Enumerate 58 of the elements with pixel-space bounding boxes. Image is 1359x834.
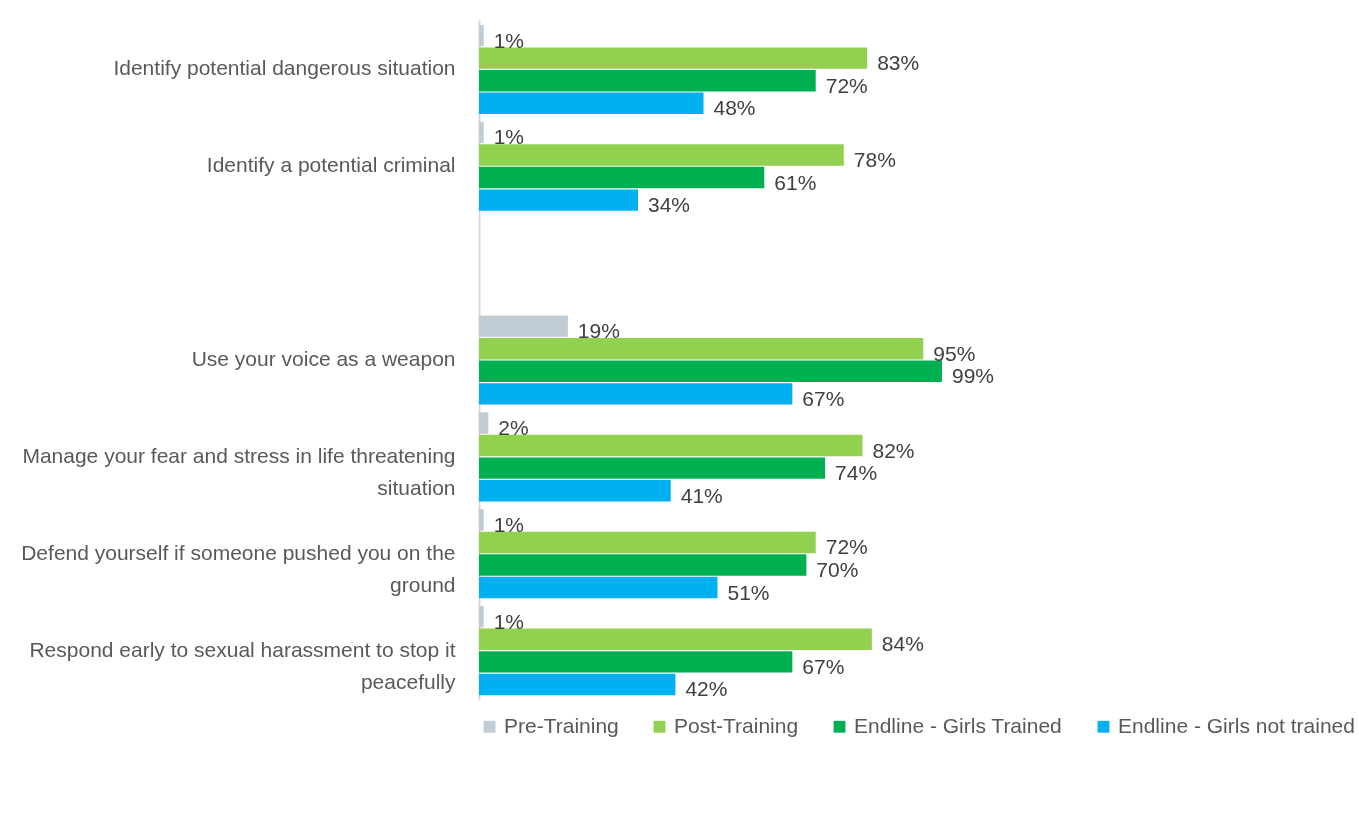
bar xyxy=(479,189,639,211)
data-label: 82% xyxy=(872,438,915,462)
data-label: 41% xyxy=(680,483,723,507)
data-label: 95% xyxy=(933,341,976,365)
y-tick-label: Manage your fear and stress in life threatening situation xyxy=(22,443,456,499)
data-label: 70% xyxy=(816,558,859,582)
data-label: 67% xyxy=(802,386,845,410)
data-label: 74% xyxy=(835,461,878,485)
bar xyxy=(479,166,765,189)
data-label: 84% xyxy=(881,632,924,656)
data-label: 78% xyxy=(853,147,896,171)
data-label: 83% xyxy=(877,51,920,75)
bar xyxy=(479,479,671,502)
legend-label: Post-Training xyxy=(674,713,799,737)
bar xyxy=(479,673,676,696)
bar xyxy=(479,92,704,114)
data-label: 34% xyxy=(648,193,691,217)
y-tick-label: Respond early to sexual harassment to stop it peacefully xyxy=(29,637,456,693)
bar xyxy=(479,606,484,628)
data-label: 2% xyxy=(498,416,529,440)
bar xyxy=(479,576,718,599)
data-label: 1% xyxy=(493,28,525,52)
data-label: 72% xyxy=(825,535,868,559)
legend-label: Pre-Training xyxy=(504,713,619,737)
bar xyxy=(479,315,568,337)
data-label: 1% xyxy=(493,125,525,149)
data-label: 1% xyxy=(493,512,525,536)
bar xyxy=(479,360,942,382)
bar xyxy=(479,144,844,166)
data-label: 1% xyxy=(493,609,525,633)
bar xyxy=(479,434,863,457)
bar xyxy=(479,651,793,673)
bar xyxy=(479,47,868,69)
legend-label: Endline - Girls Trained xyxy=(854,713,1062,737)
bar xyxy=(479,338,924,360)
data-label: 99% xyxy=(952,364,995,388)
bar xyxy=(479,554,807,576)
bar xyxy=(479,383,793,405)
bar xyxy=(479,24,484,47)
bar xyxy=(479,121,484,144)
data-label: 19% xyxy=(577,319,620,343)
y-tick-label: Defend yourself if someone pushed you on the ground xyxy=(21,540,456,596)
bar xyxy=(479,457,826,479)
data-label: 72% xyxy=(825,73,868,97)
bar xyxy=(479,69,816,92)
data-label: 61% xyxy=(774,170,817,194)
bar xyxy=(479,628,872,651)
legend-label: Endline - Girls not trained xyxy=(1118,713,1355,737)
bar xyxy=(479,509,484,531)
y-tick-label: Identify potential dangerous situation xyxy=(113,56,456,80)
y-tick-label: Use your voice as a weapon xyxy=(191,347,456,370)
data-label: 42% xyxy=(685,677,728,701)
data-label: 51% xyxy=(727,580,770,604)
data-label: 48% xyxy=(713,96,756,120)
y-tick-label: Identify a potential criminal xyxy=(206,153,456,177)
data-label: 67% xyxy=(802,654,845,678)
bar xyxy=(479,412,489,434)
bar xyxy=(479,531,816,554)
